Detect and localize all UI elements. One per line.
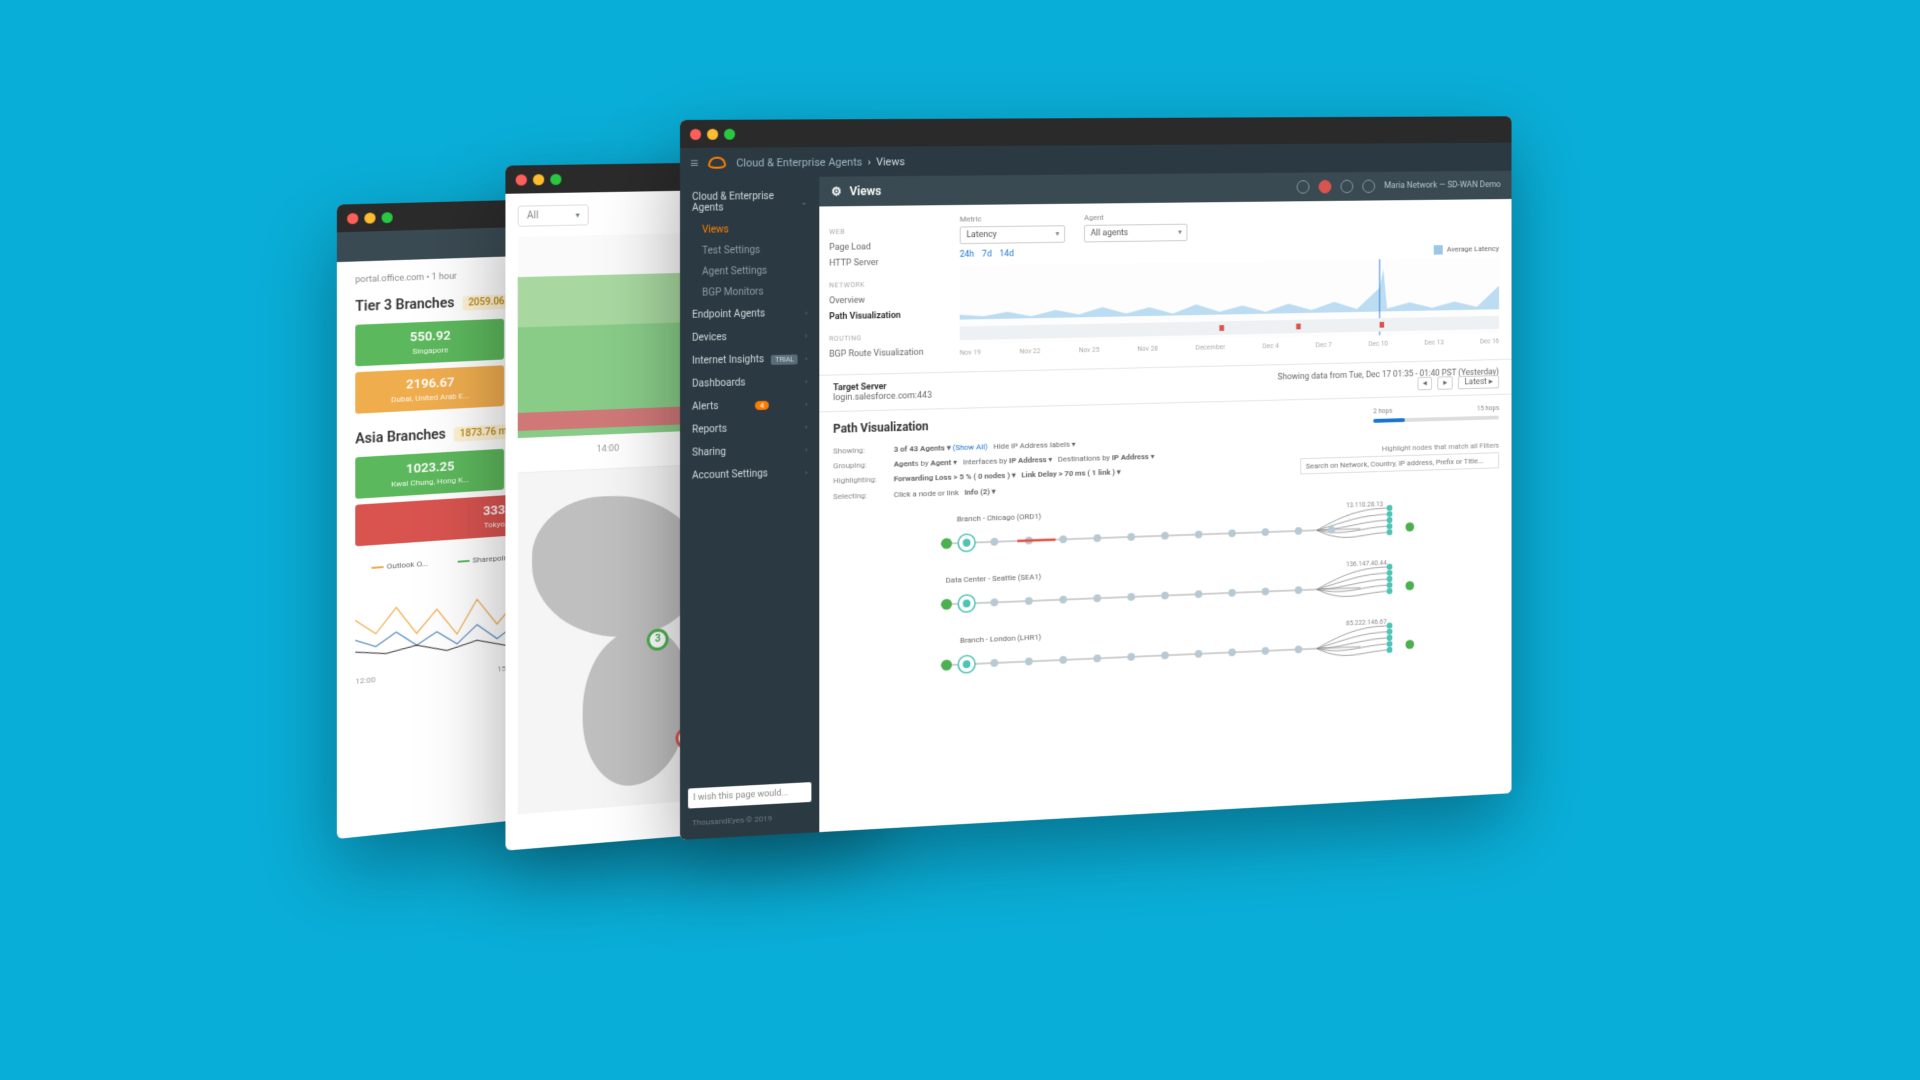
sidebar-group[interactable]: Cloud & Enterprise Agents⌄ (680, 185, 819, 220)
feedback-input[interactable]: I wish this page would... (688, 782, 811, 808)
legend-item: Outlook O... (355, 559, 428, 573)
sidebar-group[interactable]: Dashboards› (680, 370, 819, 396)
timeline-legend: Average Latency (1447, 244, 1499, 253)
sidebar: Cloud & Enterprise Agents⌄ViewsTest Sett… (680, 177, 819, 840)
hops-slider[interactable]: 2 hops15 hops (1373, 404, 1499, 423)
sidebar-group[interactable]: Endpoint Agents› (680, 302, 819, 327)
view-item[interactable]: HTTP Server (829, 254, 936, 271)
metric-select[interactable]: Latency (960, 225, 1065, 244)
content: ⚙ Views Maria Network — SD-WAN Demo WEBP… (819, 171, 1511, 832)
card-path-visualization: ≡ Cloud & Enterprise Agents › Views Clou… (680, 116, 1512, 840)
alert-icon[interactable] (1319, 180, 1332, 193)
agent-label: Agent (1084, 212, 1187, 222)
branch-tile[interactable]: 2196.67Dubai, United Arab E... (355, 365, 504, 414)
sidebar-item[interactable]: Views (680, 218, 819, 241)
gear-icon[interactable]: ⚙ (831, 185, 842, 199)
legend-item: Sharepoint (442, 553, 511, 567)
time-range-tabs[interactable]: 24h 7d 14d (960, 242, 1499, 259)
nav-prev[interactable]: ◂ (1417, 377, 1432, 391)
view-item[interactable]: Page Load (829, 239, 936, 256)
range-tab[interactable]: 24h (960, 250, 975, 260)
sidebar-group[interactable]: Account Settings› (680, 461, 819, 488)
branch-tile[interactable]: 1023.25Kwai Chung, Hong K... (355, 449, 504, 499)
view-categories: WEBPage LoadHTTP ServerNETWORKOverviewPa… (819, 205, 946, 375)
footer: ThousandEyes © 2019 (680, 807, 819, 832)
filter-select[interactable]: All▾ (518, 204, 589, 226)
path-visualization-panel: Path Visualization 2 hops15 hops Showing… (819, 395, 1511, 712)
agent-select[interactable]: All agents (1084, 224, 1187, 243)
info-icon[interactable] (1362, 180, 1375, 193)
metric-label: Metric (960, 214, 1065, 224)
view-item[interactable]: Path Visualization (829, 307, 936, 325)
page-title: Views (850, 184, 882, 198)
latency-timeline[interactable] (960, 257, 1499, 344)
sidebar-item[interactable]: Test Settings (680, 239, 819, 262)
view-item[interactable]: BGP Route Visualization (829, 345, 936, 363)
nav-latest[interactable]: Latest ▸ (1458, 375, 1499, 389)
breadcrumb[interactable]: Cloud & Enterprise Agents › Views (736, 155, 905, 169)
topology-graph[interactable]: Branch - Chicago (ORD1)13.110.28.13Data … (833, 481, 1499, 700)
sidebar-item[interactable]: Agent Settings (680, 260, 819, 283)
range-tab[interactable]: 7d (982, 250, 992, 260)
user-label[interactable]: Maria Network — SD-WAN Demo (1384, 180, 1501, 191)
nav-next[interactable]: ▸ (1438, 376, 1453, 390)
sidebar-item[interactable]: BGP Monitors (680, 281, 819, 304)
sidebar-group[interactable]: Internet Insights TRIAL› (680, 347, 819, 373)
share-icon[interactable] (1297, 180, 1310, 193)
branch-tile[interactable]: 550.92Singapore (355, 319, 504, 367)
range-tab[interactable]: 14d (999, 249, 1014, 259)
sidebar-group[interactable]: Devices› (680, 324, 819, 350)
logo-icon (708, 157, 726, 169)
save-icon[interactable] (1340, 180, 1353, 193)
menu-icon[interactable]: ≡ (690, 154, 698, 171)
